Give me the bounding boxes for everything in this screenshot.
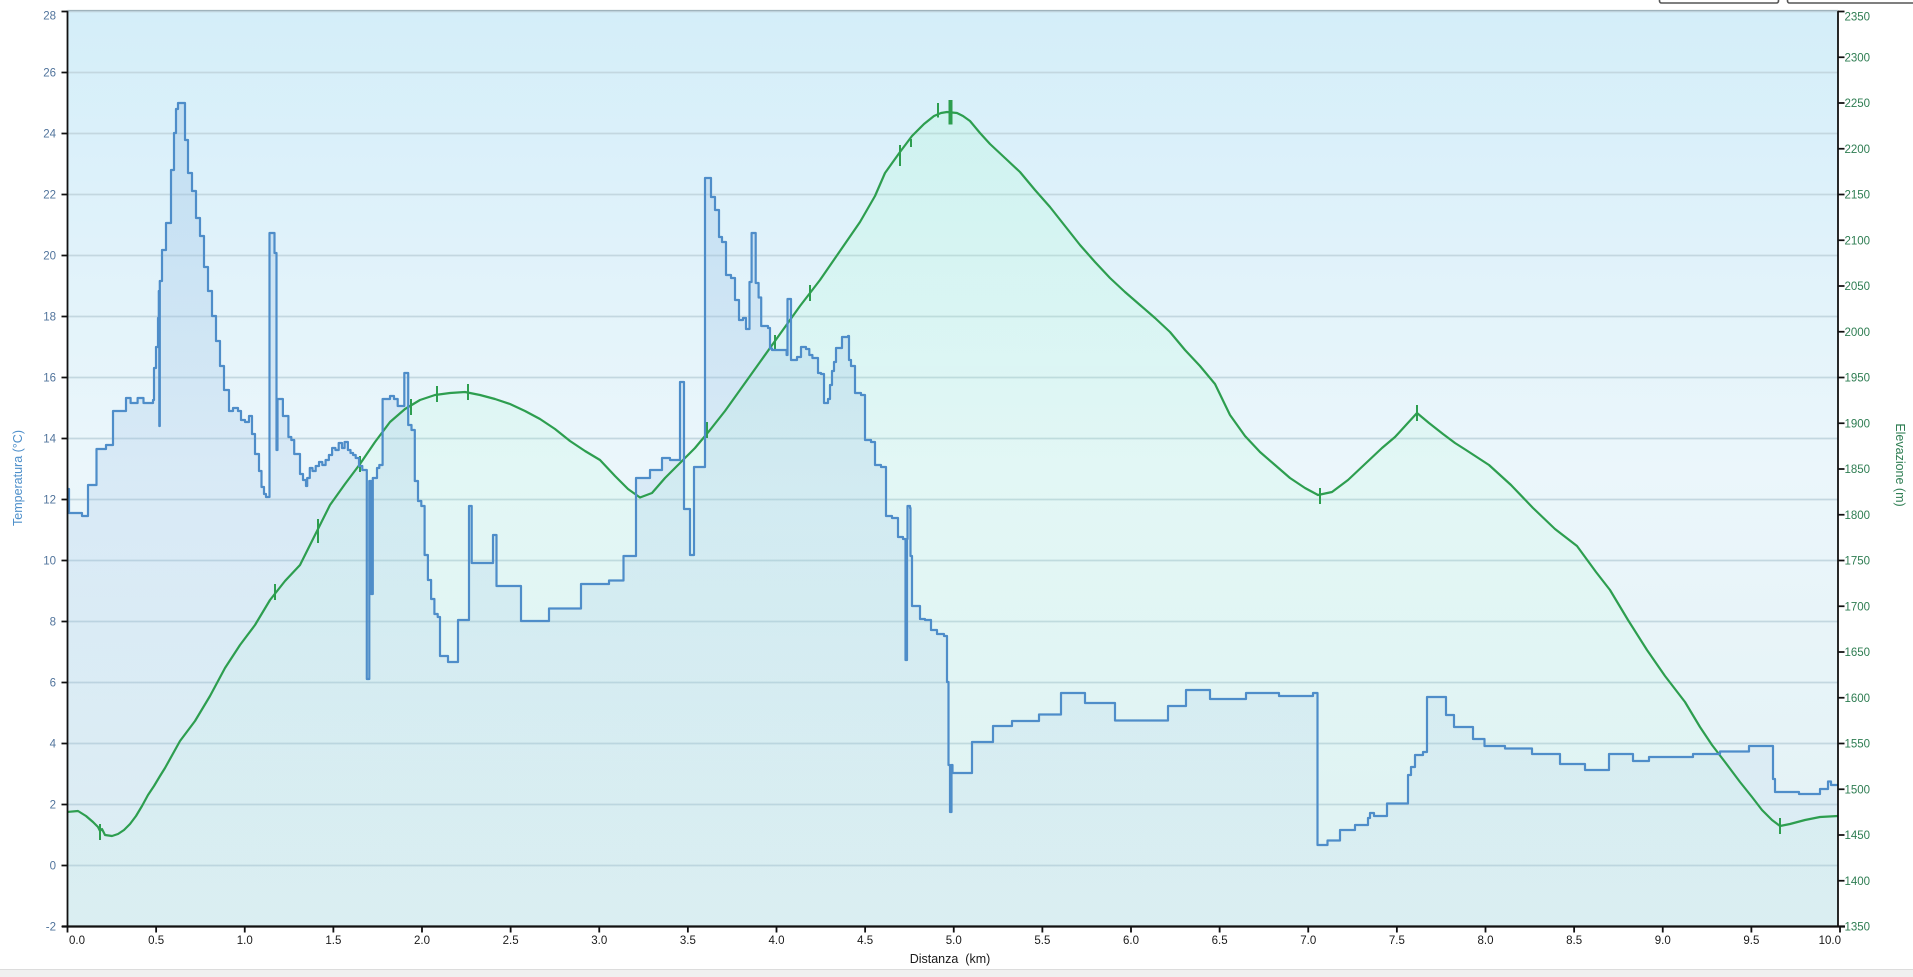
svg-text:20: 20 (43, 251, 56, 263)
svg-text:0.5: 0.5 (148, 935, 164, 947)
svg-text:18: 18 (43, 312, 56, 324)
svg-text:2300: 2300 (1845, 52, 1871, 64)
svg-text:2050: 2050 (1845, 281, 1871, 293)
svg-text:2.5: 2.5 (503, 935, 519, 947)
svg-text:3.5: 3.5 (680, 935, 696, 947)
svg-text:1750: 1750 (1845, 556, 1871, 568)
svg-text:2.0: 2.0 (414, 935, 430, 947)
svg-text:1950: 1950 (1845, 373, 1871, 385)
svg-text:6.5: 6.5 (1212, 935, 1228, 947)
svg-text:10.0: 10.0 (1819, 935, 1841, 947)
svg-text:16: 16 (43, 373, 56, 385)
svg-text:1.0: 1.0 (237, 935, 253, 947)
svg-text:0.0: 0.0 (69, 935, 85, 947)
svg-text:2000: 2000 (1845, 327, 1871, 339)
svg-text:2200: 2200 (1845, 144, 1871, 156)
svg-text:1600: 1600 (1845, 693, 1871, 705)
svg-text:8.5: 8.5 (1566, 935, 1582, 947)
svg-text:6: 6 (50, 678, 56, 690)
svg-text:5.0: 5.0 (946, 935, 962, 947)
svg-text:1450: 1450 (1845, 830, 1871, 842)
svg-text:1900: 1900 (1845, 418, 1871, 430)
svg-text:26: 26 (43, 68, 56, 80)
svg-text:8.0: 8.0 (1478, 935, 1494, 947)
svg-text:4.0: 4.0 (769, 935, 785, 947)
svg-text:4.5: 4.5 (857, 935, 873, 947)
svg-text:1400: 1400 (1845, 876, 1871, 888)
svg-text:-2: -2 (46, 922, 56, 934)
svg-text:1.5: 1.5 (325, 935, 341, 947)
svg-text:2: 2 (50, 800, 56, 812)
svg-text:2100: 2100 (1845, 235, 1871, 247)
svg-text:3.0: 3.0 (591, 935, 607, 947)
svg-text:1550: 1550 (1845, 739, 1871, 751)
svg-text:14: 14 (43, 434, 56, 446)
svg-text:2250: 2250 (1845, 98, 1871, 110)
svg-text:5.5: 5.5 (1034, 935, 1050, 947)
svg-text:7.0: 7.0 (1300, 935, 1316, 947)
svg-text:Temperatura (°C): Temperatura (°C) (11, 430, 25, 526)
svg-text:12: 12 (43, 495, 56, 507)
svg-text:0: 0 (50, 861, 56, 873)
svg-text:1350: 1350 (1845, 922, 1871, 934)
svg-text:Distanza (km): Distanza (km) (910, 952, 991, 966)
svg-text:1500: 1500 (1845, 784, 1871, 796)
svg-text:8: 8 (50, 617, 56, 629)
svg-text:4: 4 (50, 739, 57, 751)
svg-text:1850: 1850 (1845, 464, 1871, 476)
svg-text:6.0: 6.0 (1123, 935, 1139, 947)
svg-text:Elevazione (m): Elevazione (m) (1893, 423, 1907, 506)
svg-text:1700: 1700 (1845, 601, 1871, 613)
svg-text:10: 10 (43, 556, 56, 568)
svg-text:22: 22 (43, 190, 56, 202)
svg-text:2150: 2150 (1845, 190, 1871, 202)
svg-text:1800: 1800 (1845, 510, 1871, 522)
svg-text:9.5: 9.5 (1743, 935, 1759, 947)
svg-text:2350: 2350 (1845, 12, 1871, 24)
svg-text:1650: 1650 (1845, 647, 1871, 659)
svg-text:7.5: 7.5 (1389, 935, 1405, 947)
svg-text:28: 28 (43, 11, 56, 23)
svg-text:24: 24 (43, 129, 56, 141)
svg-text:9.0: 9.0 (1655, 935, 1671, 947)
